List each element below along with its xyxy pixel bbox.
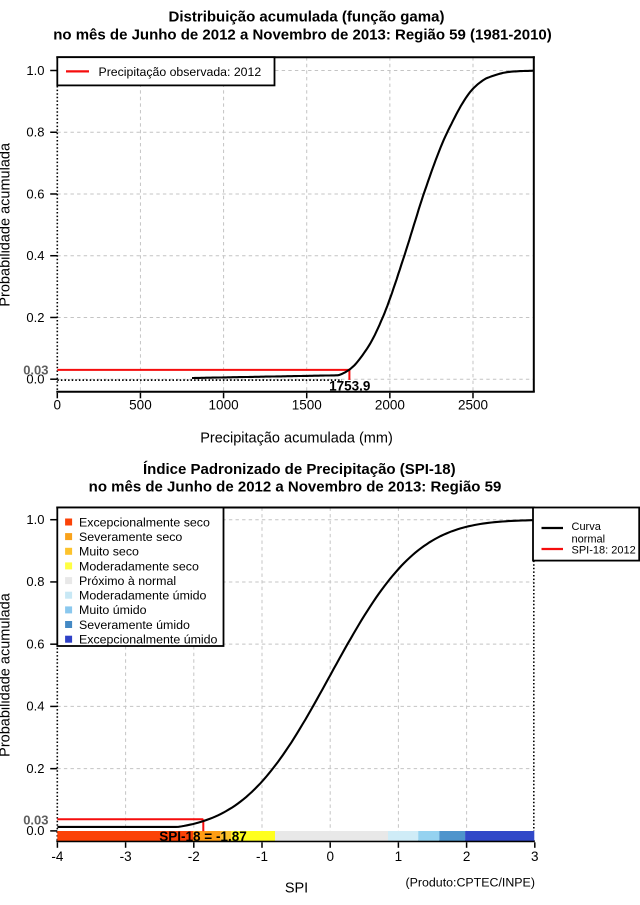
- svg-text:500: 500: [129, 398, 152, 413]
- svg-text:0.6: 0.6: [26, 186, 44, 201]
- svg-text:0.0: 0.0: [26, 823, 44, 838]
- svg-text:0.8: 0.8: [26, 574, 44, 589]
- svg-text:Probabilidade acumulada: Probabilidade acumulada: [0, 142, 14, 307]
- svg-text:SPI-18: 2012: SPI-18: 2012: [572, 545, 636, 557]
- svg-text:3: 3: [531, 849, 539, 864]
- svg-text:-4: -4: [51, 849, 63, 864]
- svg-text:Severamente úmido: Severamente úmido: [79, 618, 190, 632]
- svg-text:0.8: 0.8: [26, 125, 44, 140]
- svg-text:0.4: 0.4: [26, 699, 44, 714]
- svg-text:no mês de Junho de 2012 a Nove: no mês de Junho de 2012 a Novembro de 20…: [53, 27, 552, 44]
- svg-text:Probabilidade acumulada: Probabilidade acumulada: [0, 592, 14, 757]
- svg-text:0.6: 0.6: [26, 636, 44, 651]
- svg-text:0: 0: [326, 849, 334, 864]
- svg-text:Muito úmido: Muito úmido: [79, 603, 147, 617]
- svg-text:no mês de Junho de 2012 a Nove: no mês de Junho de 2012 a Novembro de 20…: [89, 479, 502, 496]
- svg-text:0.03: 0.03: [23, 362, 48, 377]
- svg-text:Moderadamente úmido: Moderadamente úmido: [79, 589, 207, 603]
- svg-text:0.03: 0.03: [23, 812, 48, 827]
- svg-text:1500: 1500: [292, 398, 322, 413]
- svg-text:2000: 2000: [375, 398, 405, 413]
- svg-text:Precipitação acumulada (mm): Precipitação acumulada (mm): [200, 431, 393, 447]
- svg-text:SPI-18 = -1.87: SPI-18 = -1.87: [159, 829, 246, 844]
- svg-text:Índice Padronizado de Precipit: Índice Padronizado de Precipitação (SPI-…: [143, 461, 456, 478]
- svg-text:Curva: Curva: [572, 521, 602, 533]
- svg-text:1753.9: 1753.9: [329, 379, 370, 394]
- svg-text:normal: normal: [572, 534, 606, 546]
- svg-text:1: 1: [395, 849, 403, 864]
- svg-text:(Produto:CPTEC/INPE): (Produto:CPTEC/INPE): [406, 876, 535, 890]
- svg-text:0.2: 0.2: [26, 761, 44, 776]
- svg-text:-1: -1: [256, 849, 268, 864]
- svg-text:0.0: 0.0: [26, 372, 44, 387]
- svg-text:-2: -2: [188, 849, 200, 864]
- svg-text:SPI: SPI: [285, 881, 308, 897]
- svg-text:Excepcionalmente seco: Excepcionalmente seco: [79, 515, 210, 529]
- svg-text:0: 0: [54, 398, 62, 413]
- svg-text:Muito seco: Muito seco: [79, 545, 139, 559]
- svg-text:Moderadamente seco: Moderadamente seco: [79, 559, 199, 573]
- svg-text:Severamente seco: Severamente seco: [79, 530, 182, 544]
- svg-text:0.2: 0.2: [26, 310, 44, 325]
- svg-text:-3: -3: [120, 849, 132, 864]
- svg-text:1000: 1000: [209, 398, 239, 413]
- svg-text:1.0: 1.0: [26, 63, 44, 78]
- svg-text:Precipitação observada: 2012: Precipitação observada: 2012: [99, 65, 262, 79]
- svg-text:2: 2: [463, 849, 471, 864]
- svg-text:1.0: 1.0: [26, 512, 44, 527]
- svg-text:2500: 2500: [458, 398, 488, 413]
- svg-text:Excepcionalmente úmido: Excepcionalmente úmido: [79, 633, 218, 647]
- svg-text:0.4: 0.4: [26, 248, 44, 263]
- svg-text:Próximo à normal: Próximo à normal: [79, 574, 176, 588]
- svg-text:Distribuição acumulada (função: Distribuição acumulada (função gama): [169, 9, 445, 26]
